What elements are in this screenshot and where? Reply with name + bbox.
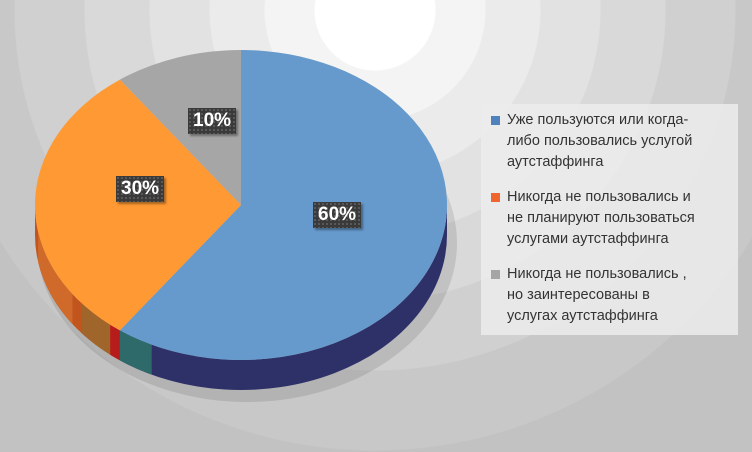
legend-line: Уже пользуются или когда- <box>507 112 689 128</box>
legend-line: либо пользовались услугой <box>507 133 693 149</box>
legend-swatch-using <box>491 116 500 125</box>
data-label-not-planning: 30% <box>116 176 165 202</box>
pie-slice-2 <box>119 50 241 205</box>
pie-side-accent-3 <box>38 231 73 325</box>
legend-line: услугах аутстаффинга <box>507 308 658 324</box>
data-label-interested: 10% <box>188 108 237 134</box>
legend: Уже пользуются или когда- либо пользовал… <box>481 104 738 335</box>
legend-item-interested: Никогда не пользовались , но заинтересов… <box>491 264 734 327</box>
legend-line: но заинтересованы в <box>507 287 650 303</box>
legend-line: Никогда не пользовались и <box>507 189 691 205</box>
data-label-using: 60% <box>313 202 362 228</box>
pie-side-accent-2 <box>81 302 111 355</box>
legend-line: Никогда не пользовались , <box>507 266 687 282</box>
legend-line: не планируют пользоваться <box>507 210 695 226</box>
pie-side-accent-0 <box>119 330 152 375</box>
legend-label-interested: Никогда не пользовались , но заинтересов… <box>507 264 687 327</box>
pie-slice-0 <box>119 50 447 361</box>
legend-label-not-planning: Никогда не пользовались и не планируют п… <box>507 187 695 250</box>
legend-label-using: Уже пользуются или когда- либо пользовал… <box>507 110 692 173</box>
pie-slice-1 <box>34 79 241 331</box>
legend-item-not-planning: Никогда не пользовались и не планируют п… <box>491 187 734 250</box>
legend-swatch-interested <box>491 270 500 279</box>
legend-line: услугами аутстаффинга <box>507 231 669 247</box>
pie-side-accent-1 <box>110 324 120 361</box>
legend-swatch-not-planning <box>491 193 500 202</box>
legend-line: аутстаффинга <box>507 154 604 170</box>
legend-item-using: Уже пользуются или когда- либо пользовал… <box>491 110 734 173</box>
pie-side-0 <box>119 205 448 390</box>
